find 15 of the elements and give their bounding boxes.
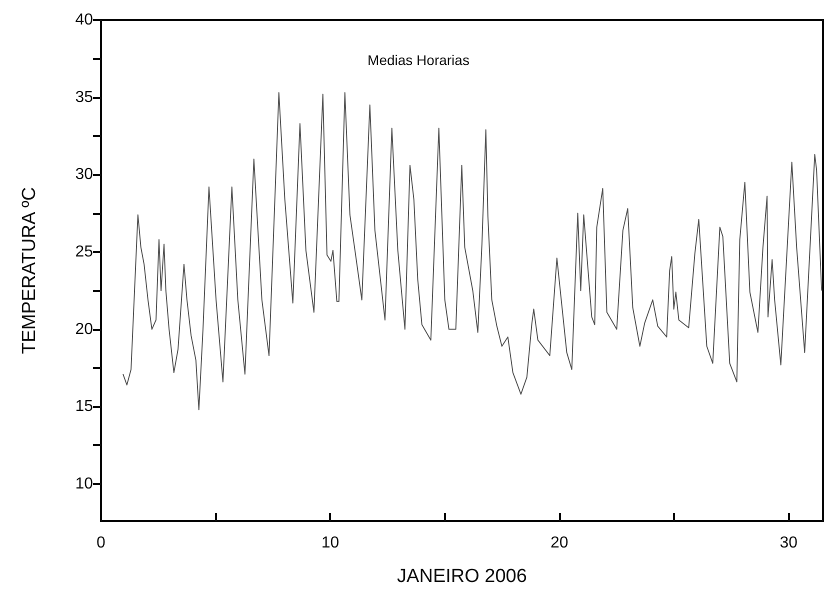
- x-axis-title: JANEIRO 2006: [397, 566, 527, 587]
- y-tick-label: 20: [75, 320, 94, 338]
- y-tick-label: 25: [75, 243, 94, 260]
- x-tick-label: 0: [96, 534, 106, 552]
- y-axis-title: TEMPERATURA ºC: [19, 186, 40, 354]
- x-tick-label: 10: [321, 534, 340, 552]
- x-tick-label: 30: [780, 534, 798, 552]
- x-tick-label: 20: [550, 534, 568, 552]
- y-tick-label: 40: [75, 12, 94, 28]
- y-tick-label: 35: [75, 88, 94, 106]
- y-tick-label: 10: [75, 475, 94, 492]
- text: Medias Horarias: [368, 52, 470, 68]
- y-tick-label: 30: [75, 166, 94, 184]
- line-series: [122, 92, 822, 410]
- y-tick-label: 15: [75, 398, 94, 416]
